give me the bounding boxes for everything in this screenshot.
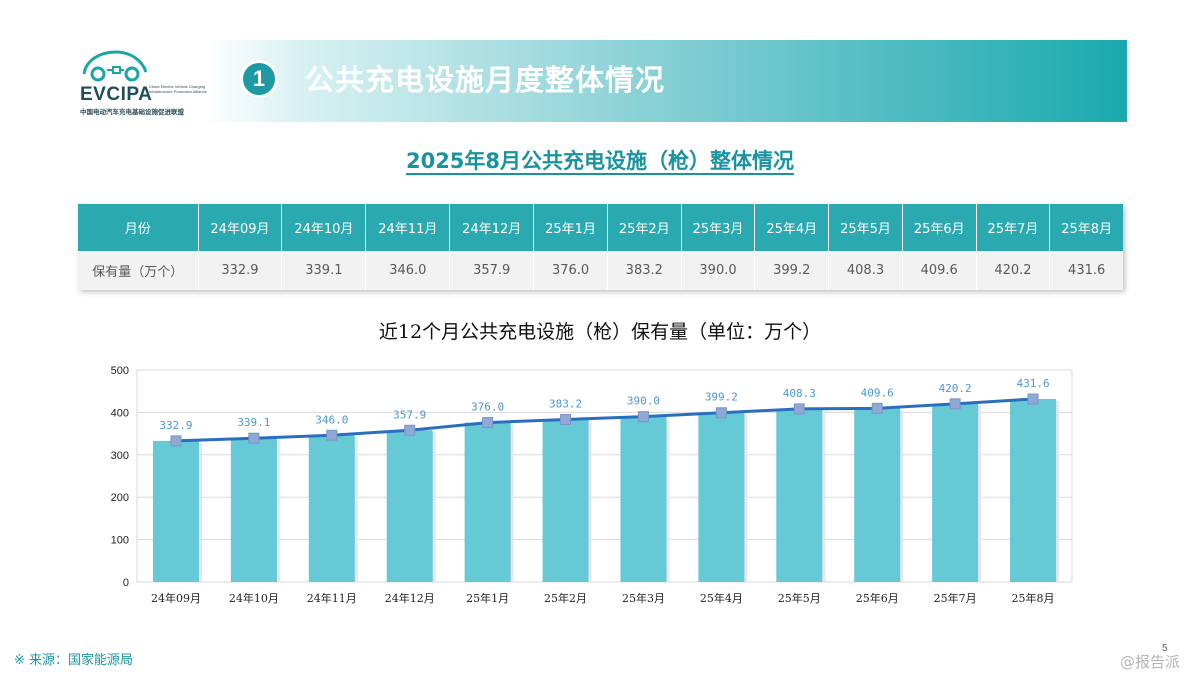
data-label: 357.9 [393,408,426,421]
chart-title: 近12个月公共充电设施（枪）保有量（单位：万个） [378,321,822,343]
x-tick-label: 25年3月 [622,591,665,605]
table-cell: 357.9 [449,251,535,290]
bar [386,430,433,582]
table-header-cell: 25年6月 [902,204,977,251]
table-cell: 390.0 [681,251,756,290]
table-header-cell: 25年8月 [1049,204,1123,251]
y-tick-label: 500 [111,365,129,377]
table-header-row: 月份 24年09月 24年10月 24年11月 24年12月 25年1月 25年… [78,204,1123,251]
bar [230,438,277,582]
x-tick-label: 25年8月 [1012,591,1055,605]
table-cell: 408.3 [828,251,903,290]
series-line [175,397,1034,443]
data-label: 339.1 [237,416,270,429]
table-cell: 339.1 [281,251,367,290]
line-marker [404,424,416,436]
x-tick-label: 25年4月 [700,591,743,605]
line-marker [949,398,961,410]
line-marker [326,429,338,441]
table-cell: 420.2 [976,251,1051,290]
table-header-cell: 25年5月 [828,204,903,251]
table-header-cell: 25年7月 [976,204,1051,251]
data-label: 376.0 [471,401,504,414]
bar [932,403,979,582]
bar [152,440,199,582]
y-tick-label: 100 [111,535,129,547]
y-tick-label: 0 [123,577,129,589]
x-tick-label: 25年2月 [544,591,587,605]
section-number-badge: 1 [240,60,278,98]
page-title: 公共充电设施月度整体情况 [305,63,666,97]
bar [464,422,511,582]
table-cell: 346.0 [365,251,451,290]
y-tick-label: 300 [111,450,129,462]
x-tick-label: 24年12月 [385,591,435,605]
table-header-cell: 25年2月 [607,204,682,251]
table-header-cell: 25年1月 [533,204,608,251]
line-marker [560,414,572,426]
line-marker [248,432,260,444]
logo-chinese-name: 中国电动汽车充电基础设施促进联盟 [80,108,184,116]
data-label: 420.2 [939,382,972,395]
x-tick-label: 25年5月 [778,591,821,605]
table-header-cell: 24年11月 [365,204,451,251]
line-marker [793,403,805,415]
bar [854,408,901,582]
x-tick-label: 25年7月 [934,591,977,605]
data-label: 390.0 [627,395,660,408]
car-plug-icon [82,50,148,82]
line-marker [170,435,182,447]
table-header-cell: 24年12月 [449,204,535,251]
table-cell: 409.6 [902,251,977,290]
y-tick-label: 200 [111,492,129,504]
table-row-header: 月份 [78,204,199,251]
data-label: 383.2 [549,398,582,411]
table-cell: 376.0 [533,251,608,290]
line-marker [715,407,727,419]
bar [698,412,745,582]
x-tick-label: 24年09月 [151,591,201,605]
table-header-cell: 25年3月 [681,204,756,251]
bar [776,408,823,582]
table-cell: 332.9 [198,251,283,290]
bar [308,435,355,582]
line-marker [637,411,649,423]
x-tick-label: 25年6月 [856,591,899,605]
x-tick-label: 24年10月 [229,591,279,605]
data-label: 346.0 [315,413,348,426]
x-tick-label: 24年11月 [307,591,357,605]
table-header-cell: 24年10月 [281,204,367,251]
table-cell: 431.6 [1049,251,1123,290]
data-label: 409.6 [861,386,894,399]
table-header-cell: 25年4月 [754,204,830,251]
logo-english-name: China Electric Vehicle Charging Infrastr… [149,84,207,94]
header-band [205,40,1127,122]
table-cell: 383.2 [607,251,682,290]
data-table: 月份 24年09月 24年10月 24年11月 24年12月 25年1月 25年… [78,204,1123,290]
source-note: ※ 来源：国家能源局 [14,653,134,668]
table-header-cell: 24年09月 [198,204,283,251]
line-marker [1027,393,1039,405]
data-label: 431.6 [1016,377,1049,390]
table-row-label: 保有量（万个） [78,251,199,290]
bar [620,416,667,582]
y-tick-label: 400 [111,407,129,419]
data-label: 408.3 [783,387,816,400]
evcipa-logo: EVCIPA China Electric Vehicle Charging I… [80,48,210,118]
corner-watermark: @报告派 [1120,653,1181,671]
table-row: 保有量（万个） 332.9 339.1 346.0 357.9 376.0 38… [78,251,1123,290]
logo-wordmark: EVCIPA [80,84,153,105]
page-number: 5 [1162,643,1168,654]
data-label: 332.9 [159,419,192,432]
bar [542,419,589,582]
table-cell: 399.2 [754,251,830,290]
bar [1010,399,1057,582]
line-marker [871,402,883,414]
table-title: 2025年8月公共充电设施（枪）整体情况 [405,149,795,173]
data-label: 399.2 [705,391,738,404]
line-marker [482,417,494,429]
x-tick-label: 25年1月 [466,591,509,605]
